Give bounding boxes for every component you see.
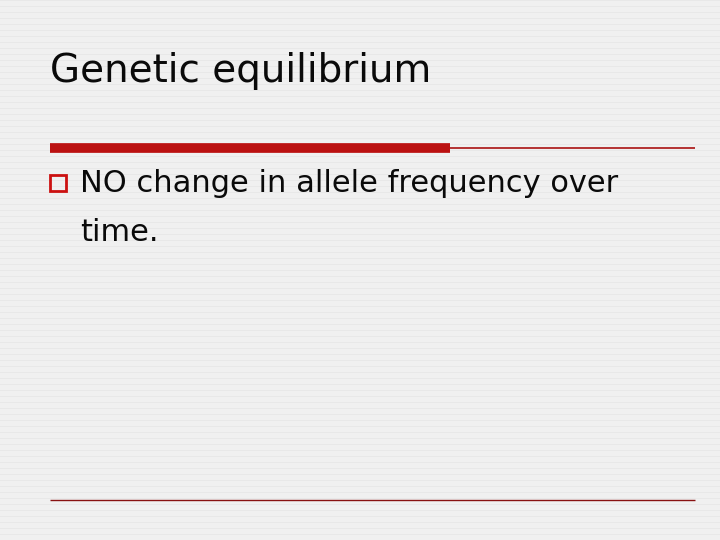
Text: NO change in allele frequency over: NO change in allele frequency over xyxy=(80,168,618,198)
Text: Genetic equilibrium: Genetic equilibrium xyxy=(50,52,431,90)
Text: time.: time. xyxy=(80,218,158,247)
